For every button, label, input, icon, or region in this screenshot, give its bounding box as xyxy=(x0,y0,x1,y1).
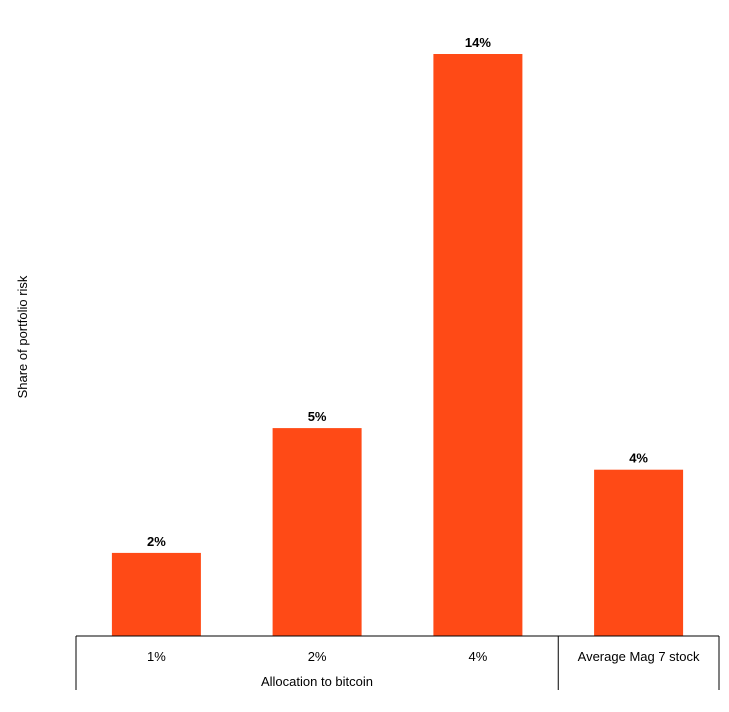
value-labels-layer: 2% 5% 14% 4% xyxy=(147,35,648,549)
y-axis-title: Share of portfolio risk xyxy=(15,275,30,398)
x-tick-label-2: 2% xyxy=(308,649,327,664)
bar-value-label-2: 5% xyxy=(308,409,327,424)
bar-2 xyxy=(272,428,362,636)
bar-value-label-4: 4% xyxy=(629,451,648,466)
x-tick-label-1: 1% xyxy=(147,649,166,664)
bar-4 xyxy=(594,469,684,636)
bar-3 xyxy=(433,54,523,636)
bar-1 xyxy=(111,552,201,636)
x-tick-label-4: Average Mag 7 stock xyxy=(578,649,700,664)
bar-value-label-3: 14% xyxy=(465,35,491,50)
x-group-label: Allocation to bitcoin xyxy=(261,674,373,689)
bar-value-label-1: 2% xyxy=(147,534,166,549)
bars-layer xyxy=(111,54,684,636)
x-axis: 1% 2% 4% Average Mag 7 stock xyxy=(75,635,720,690)
x-tick-label-3: 4% xyxy=(469,649,488,664)
